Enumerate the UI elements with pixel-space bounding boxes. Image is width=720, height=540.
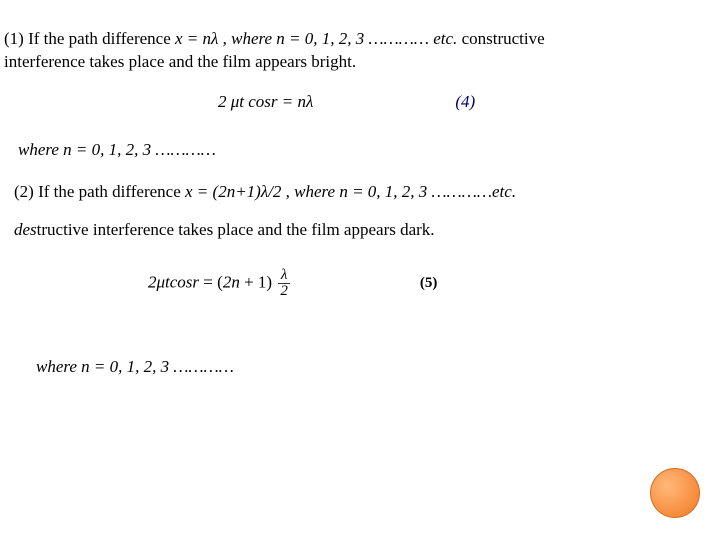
paragraph-1: (1) If the path difference x = nλ , wher… — [0, 0, 720, 74]
eq5-2n: 2n — [223, 272, 240, 291]
eq5-paren-close: ) — [266, 272, 272, 291]
para2-equation: x = (2n+1)λ/2 , where n = 0, 1, 2, 3 ………… — [185, 182, 516, 201]
decorative-circle-icon — [650, 468, 700, 518]
para1-mid: constructive — [457, 29, 544, 48]
eq5-op: + — [240, 272, 258, 291]
para1-equation: x = nλ , where n = 0, 1, 2, 3 ………… etc. — [175, 29, 457, 48]
paragraph-3: destructive interference takes place and… — [14, 220, 720, 240]
eq5-lhs: 2μtcosr — [148, 272, 199, 291]
para3-rest: tructive interference takes place and th… — [37, 220, 435, 239]
eq5-frac-num: λ — [278, 268, 290, 283]
paragraph-2: (2) If the path difference x = (2n+1)λ/2… — [14, 182, 720, 202]
equation-4-row: 2 μt cosr = nλ (4) — [0, 92, 720, 112]
where-clause-1: where n = 0, 1, 2, 3 ………… — [18, 140, 720, 160]
equation-5-number: (5) — [420, 275, 438, 292]
equation-4-number: (4) — [455, 92, 475, 112]
para1-prefix: (1) If the path difference — [4, 29, 175, 48]
slide-content: (1) If the path difference x = nλ , wher… — [0, 0, 720, 377]
eq5-frac-den: 2 — [278, 283, 290, 299]
equation-5-row: 2μtcosr = (2n + 1) λ 2 (5) — [0, 268, 720, 299]
para1-line2: interference takes place and the film ap… — [4, 52, 356, 71]
para3-de: des — [14, 220, 37, 239]
equation-4: 2 μt cosr = nλ — [218, 92, 313, 112]
where-clause-2: where n = 0, 1, 2, 3 ………… — [36, 357, 720, 377]
eq5-fraction: λ 2 — [278, 268, 290, 299]
equation-5: 2μtcosr = (2n + 1) λ 2 — [148, 268, 292, 299]
para2-prefix: (2) If the path difference — [14, 182, 185, 201]
eq5-equals: = — [199, 272, 217, 291]
